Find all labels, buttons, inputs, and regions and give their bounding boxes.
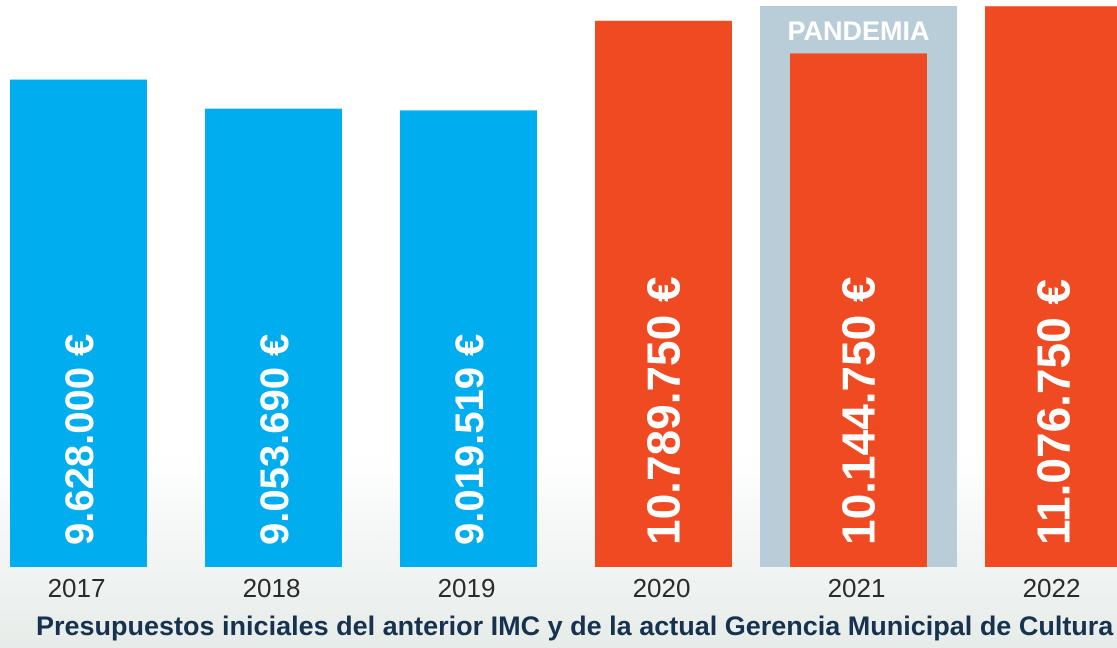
bar	[595, 20, 732, 567]
value-label: 9.628.000 €	[58, 334, 102, 545]
bar	[10, 79, 147, 568]
value-label: 9.053.690 €	[253, 334, 297, 545]
value-label: 10.789.750 €	[638, 276, 690, 545]
x-tick-label: 2021	[828, 573, 886, 603]
value-label: 9.019.519 €	[448, 334, 492, 545]
x-tick-label: 2017	[48, 573, 106, 603]
x-tick-label: 2020	[633, 573, 691, 603]
bar	[205, 108, 342, 567]
x-tick-label: 2019	[438, 573, 496, 603]
x-tick-label: 2022	[1023, 573, 1081, 603]
value-label: 10.144.750 €	[833, 276, 885, 545]
bar	[985, 6, 1117, 568]
bar	[790, 53, 927, 567]
annotation-label: PANDEMIA	[787, 16, 929, 46]
chart-title: Presupuestos iniciales del anterior IMC …	[36, 611, 1114, 641]
x-tick-label: 2018	[243, 573, 301, 603]
value-label: 11.076.750 €	[1028, 279, 1080, 545]
bar	[400, 110, 537, 568]
